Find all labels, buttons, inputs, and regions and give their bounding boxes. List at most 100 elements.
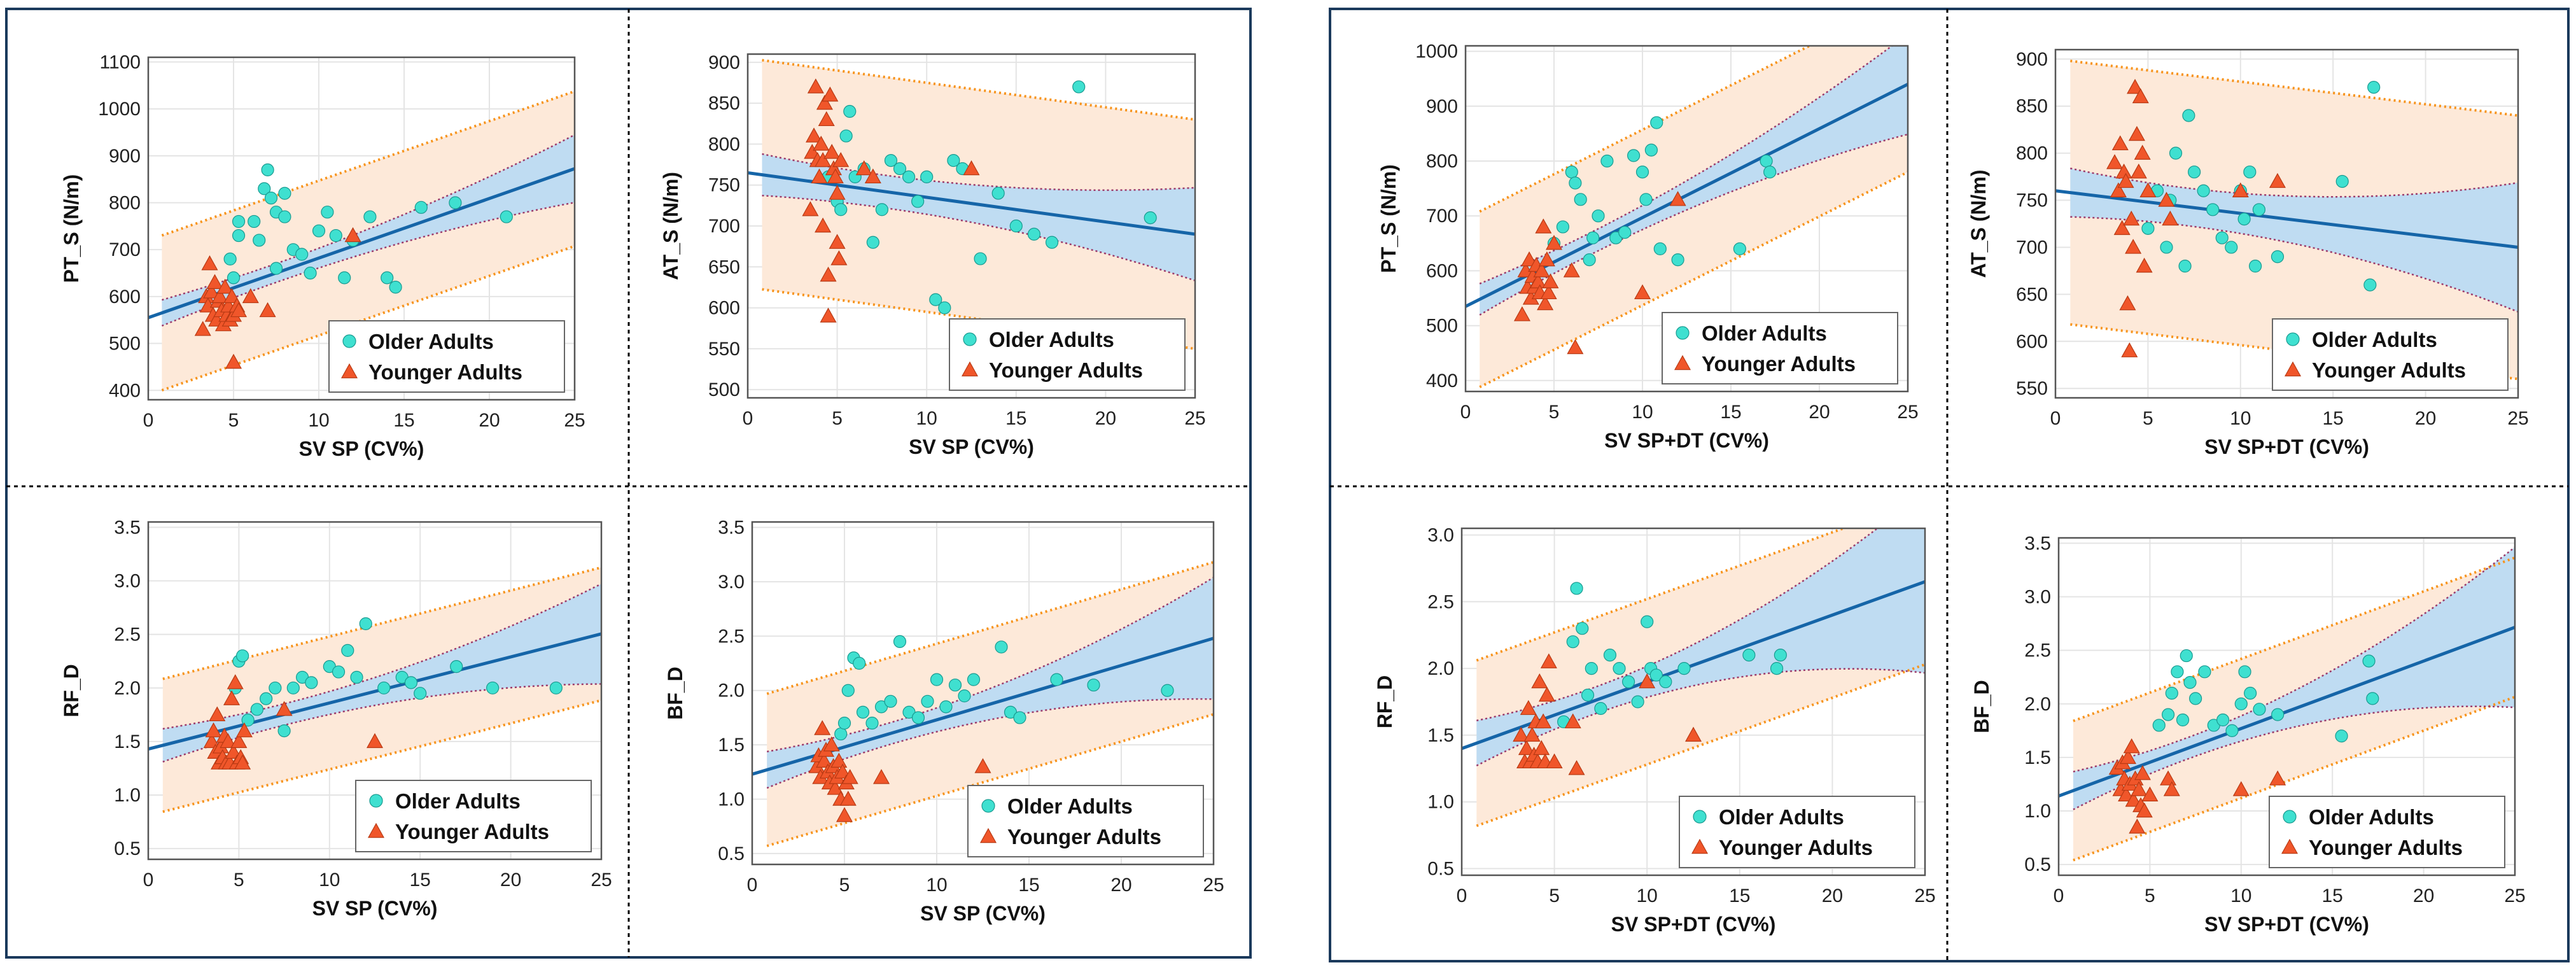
younger-adult-point (820, 307, 837, 323)
younger-adult-point (1563, 262, 1580, 278)
older-adult-point (2141, 222, 2155, 235)
younger-adult-point (2129, 819, 2146, 834)
older-adult-point (235, 649, 249, 663)
x-tick-label: 0 (743, 408, 753, 429)
older-adult-point (834, 727, 848, 741)
older-adult-point (232, 215, 246, 229)
younger-adult-point (1513, 306, 1530, 321)
legend-older-label: Older Adults (1719, 805, 1844, 829)
younger-adult-point (1538, 251, 1555, 267)
y-tick-label: 400 (1426, 370, 1458, 391)
older-adult-point (2362, 654, 2376, 668)
x-tick-label: 25 (1203, 875, 1224, 896)
y-tick-label: 3.5 (2024, 533, 2051, 554)
younger-adult-point (832, 151, 850, 167)
confidence-upper (1476, 528, 1879, 722)
y-tick-label: 2.5 (2024, 640, 2051, 661)
younger-adult-point (829, 234, 846, 249)
younger-adult-point (807, 78, 824, 94)
x-axis-label: SV SP+DT (CV%) (1604, 429, 1769, 452)
y-tick-label: 1000 (1415, 41, 1458, 62)
older-adult-point (1087, 679, 1100, 692)
y-axis-label: AT_S (N/m) (659, 172, 682, 280)
legend-younger-marker (2284, 361, 2302, 377)
older-adult-point (1013, 711, 1026, 724)
younger-adult-point (2232, 781, 2250, 796)
older-adult-point (232, 229, 246, 243)
y-tick-label: 1.5 (718, 735, 745, 756)
x-tick-label: 10 (1632, 402, 1653, 423)
older-adult-point (2161, 708, 2175, 721)
x-tick-label: 20 (500, 870, 521, 891)
younger-adult-point (194, 321, 211, 336)
older-adult-point (1583, 253, 1596, 267)
prediction-lower (762, 288, 1195, 350)
older-adult-point (304, 266, 317, 280)
older-adult-point (1613, 661, 1626, 675)
older-adult-point (2225, 241, 2238, 254)
x-tick-label: 10 (1637, 885, 1658, 906)
y-tick-label: 800 (2016, 143, 2048, 164)
younger-adult-point (2119, 295, 2136, 311)
x-tick-label: 25 (564, 410, 585, 431)
younger-adult-point (2127, 78, 2144, 94)
older-adult-point (277, 724, 291, 738)
older-adult-point (1742, 649, 1756, 662)
older-adult-point (359, 617, 372, 630)
younger-adult-point (2162, 210, 2179, 226)
x-tick-label: 5 (234, 870, 244, 891)
y-tick-label: 650 (708, 257, 740, 278)
older-adult-point (2253, 703, 2266, 716)
x-tick-label: 25 (2504, 885, 2525, 906)
older-adult-point (258, 182, 271, 195)
younger-adult-point (830, 752, 848, 768)
prediction-lower (162, 699, 601, 814)
older-adult-point (2366, 692, 2379, 705)
younger-adult-point (1568, 760, 1585, 775)
y-tick-label: 3.5 (718, 518, 745, 539)
older-adult-point (1631, 695, 1644, 708)
older-adult-point (2225, 724, 2239, 737)
older-adult-point (1621, 675, 1635, 689)
older-adult-point (2271, 708, 2285, 721)
y-tick-label: 2.0 (1427, 658, 1454, 679)
older-adult-point (278, 187, 291, 200)
older-adult-point (841, 684, 855, 697)
younger-adult-point (872, 769, 890, 784)
x-tick-label: 5 (1549, 402, 1560, 423)
legend: Older Adults Younger Adults (967, 785, 1204, 857)
y-tick-label: 700 (109, 239, 141, 260)
older-adult-point (939, 700, 953, 714)
older-adult-point (250, 703, 263, 716)
chart-panel-1b: 0 5 10 15 20 25 500 550 600 650 700 750 800 850 900 SV … (659, 52, 1206, 458)
y-tick-label: 3.0 (718, 572, 745, 593)
older-adult-point (2244, 686, 2257, 700)
older-adult-point (2160, 241, 2173, 254)
x-tick-label: 10 (2230, 885, 2251, 906)
legend: Older Adults Younger Adults (1679, 796, 1915, 868)
legend-older-label: Older Adults (2312, 328, 2437, 351)
younger-adult-point (234, 754, 251, 770)
older-adult-point (2363, 278, 2377, 292)
older-adult-point (938, 301, 951, 314)
younger-adult-point (811, 168, 828, 184)
y-axis-label: PT_S (N/m) (1377, 164, 1400, 273)
younger-adult-point (815, 151, 832, 167)
x-tick-label: 10 (926, 875, 947, 896)
x-axis-label: SV SP+DT (CV%) (2204, 913, 2369, 936)
y-tick-label: 550 (2016, 378, 2048, 399)
legend-younger-label: Younger Adults (395, 820, 549, 843)
x-tick-label: 5 (832, 408, 843, 429)
plot-frame (751, 521, 1215, 866)
older-adult-point (929, 293, 942, 306)
x-tick-label: 5 (228, 410, 239, 431)
older-adult-point (1009, 219, 1023, 233)
younger-adult-point (2123, 210, 2140, 226)
older-adult-point (1644, 143, 1658, 157)
y-tick-label: 0.5 (2024, 854, 2051, 875)
y-tick-label: 750 (708, 175, 740, 196)
younger-adult-point (2128, 125, 2145, 141)
older-adult-point (389, 281, 402, 294)
younger-adult-point (2139, 182, 2157, 197)
younger-adult-point (1533, 262, 1550, 278)
